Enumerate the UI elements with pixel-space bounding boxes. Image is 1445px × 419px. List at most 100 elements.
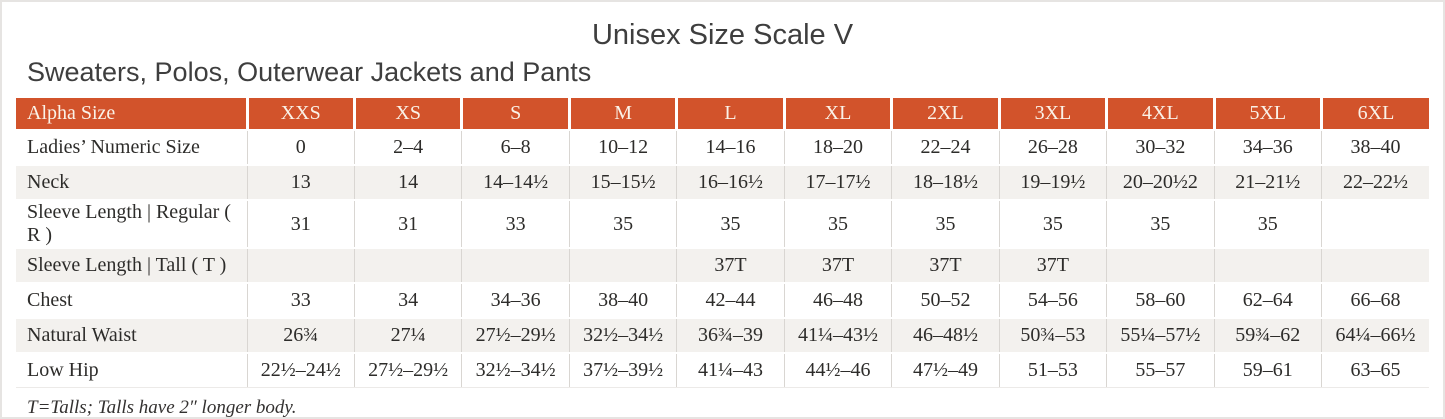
table-cell: 19–19½: [998, 164, 1107, 200]
row-label: Sleeve Length | Tall ( T ): [16, 247, 247, 283]
table-cell: 37T: [783, 247, 892, 283]
table-cell: 50¾–53: [998, 317, 1107, 353]
table-cell: 47½–49: [891, 352, 1000, 388]
table-cell: 35: [998, 199, 1107, 248]
table-cell: 50–52: [891, 282, 1000, 318]
table-cell: 35: [891, 199, 1000, 248]
table-cell: 20–20½2: [1106, 164, 1215, 200]
header-size-l: L: [675, 98, 785, 130]
table-cell: 46–48½: [891, 317, 1000, 353]
table-cell: 31: [246, 199, 355, 248]
row-label: Low Hip: [16, 352, 247, 388]
header-size-2xl: 2XL: [890, 98, 1000, 130]
header-alpha-size: Alpha Size: [16, 98, 247, 130]
size-table-body: Ladies’ Numeric Size 0 2–4 6–8 10–12 14–16 18–…: [16, 129, 1429, 388]
table-cell: 34–36: [461, 282, 570, 318]
table-cell: 27½–29½: [353, 352, 462, 388]
table-cell: [568, 247, 677, 283]
table-cell: 0: [246, 129, 355, 165]
table-cell: 58–60: [1106, 282, 1215, 318]
table-cell: 27½–29½: [461, 317, 570, 353]
header-size-6xl: 6XL: [1320, 98, 1429, 130]
table-cell: 38–40: [1321, 129, 1429, 165]
table-cell: 35: [1213, 199, 1322, 248]
table-cell: 37½–39½: [568, 352, 677, 388]
header-size-5xl: 5XL: [1212, 98, 1322, 130]
table-row: Chest 33 34 34–36 38–40 42–44 46–48 50–52 54–56 5…: [16, 282, 1429, 318]
table-row: Sleeve Length | Regular ( R ) 31 31 33 35 35 3…: [16, 199, 1429, 248]
table-cell: [1106, 247, 1215, 283]
table-cell: [461, 247, 570, 283]
table-row: Natural Waist 26¾ 27¼ 27½–29½ 32½–34½ 36¾–39 4…: [16, 317, 1429, 353]
size-table-head: Alpha Size XXS XS S M L XL 2XL 3XL 4XL 5XL 6XL: [16, 98, 1429, 130]
table-cell: 33: [461, 199, 570, 248]
header-size-s: S: [460, 98, 570, 130]
table-cell: 44½–46: [783, 352, 892, 388]
table-cell: 32½–34½: [461, 352, 570, 388]
table-cell: 64¼–66½: [1321, 317, 1429, 353]
table-cell: 36¾–39: [676, 317, 785, 353]
table-cell: 26¾: [246, 317, 355, 353]
table-cell: 51–53: [998, 352, 1107, 388]
table-cell: 37T: [998, 247, 1107, 283]
table-cell: 30–32: [1106, 129, 1215, 165]
table-cell: 34–36: [1213, 129, 1322, 165]
table-cell: [1321, 199, 1429, 248]
table-cell: 22–24: [891, 129, 1000, 165]
table-cell: 18–20: [783, 129, 892, 165]
table-cell: 18–18½: [891, 164, 1000, 200]
row-label: Neck: [16, 164, 247, 200]
table-cell: 10–12: [568, 129, 677, 165]
table-cell: 27¼: [353, 317, 462, 353]
table-cell: 62–64: [1213, 282, 1322, 318]
table-cell: 42–44: [676, 282, 785, 318]
table-cell: 59–61: [1213, 352, 1322, 388]
table-cell: 14–14½: [461, 164, 570, 200]
table-cell: 55–57: [1106, 352, 1215, 388]
table-row: Low Hip 22½–24½ 27½–29½ 32½–34½ 37½–39½ 41¼–4…: [16, 352, 1429, 388]
table-cell: 26–28: [998, 129, 1107, 165]
header-size-xl: XL: [782, 98, 892, 130]
table-cell: 15–15½: [568, 164, 677, 200]
table-cell: 37T: [891, 247, 1000, 283]
table-cell: [246, 247, 355, 283]
table-cell: 35: [568, 199, 677, 248]
row-label: Natural Waist: [16, 317, 247, 353]
footnote: T=Talls; Talls have 2″ longer body.: [27, 397, 297, 418]
row-label: Sleeve Length | Regular ( R ): [16, 199, 247, 248]
table-cell: 21–21½: [1213, 164, 1322, 200]
table-cell: 22–22½: [1321, 164, 1429, 200]
table-cell: 14: [353, 164, 462, 200]
row-label: Chest: [16, 282, 247, 318]
header-size-4xl: 4XL: [1105, 98, 1215, 130]
table-row: Sleeve Length | Tall ( T ) 37T 37T 37T 37T: [16, 247, 1429, 283]
table-row: Neck 13 14 14–14½ 15–15½ 16–16½ 17–17½ 18–18½ 19…: [16, 164, 1429, 200]
size-table: Alpha Size XXS XS S M L XL 2XL 3XL 4XL 5XL 6XL Ladi…: [16, 98, 1429, 388]
table-cell: [353, 247, 462, 283]
table-row: Ladies’ Numeric Size 0 2–4 6–8 10–12 14–16 18–…: [16, 129, 1429, 165]
table-cell: 54–56: [998, 282, 1107, 318]
table-cell: 66–68: [1321, 282, 1429, 318]
table-cell: 32½–34½: [568, 317, 677, 353]
table-cell: 22½–24½: [246, 352, 355, 388]
table-cell: 59¾–62: [1213, 317, 1322, 353]
table-cell: 41¼–43: [676, 352, 785, 388]
table-cell: 55¼–57½: [1106, 317, 1215, 353]
table-cell: 33: [246, 282, 355, 318]
table-header-row: Alpha Size XXS XS S M L XL 2XL 3XL 4XL 5XL 6XL: [16, 98, 1429, 130]
table-cell: 6–8: [461, 129, 570, 165]
table-cell: 38–40: [568, 282, 677, 318]
table-cell: 13: [246, 164, 355, 200]
page-title: Unisex Size Scale V: [591, 19, 854, 51]
table-cell: 41¼–43½: [783, 317, 892, 353]
header-size-3xl: 3XL: [997, 98, 1107, 130]
table-cell: 35: [1106, 199, 1215, 248]
table-cell: 2–4: [353, 129, 462, 165]
table-cell: 16–16½: [676, 164, 785, 200]
table-cell: [1321, 247, 1429, 283]
page-subtitle: Sweaters, Polos, Outerwear Jackets and P…: [27, 57, 592, 87]
header-size-m: M: [567, 98, 677, 130]
table-cell: 37T: [676, 247, 785, 283]
table-cell: 34: [353, 282, 462, 318]
table-cell: 35: [676, 199, 785, 248]
